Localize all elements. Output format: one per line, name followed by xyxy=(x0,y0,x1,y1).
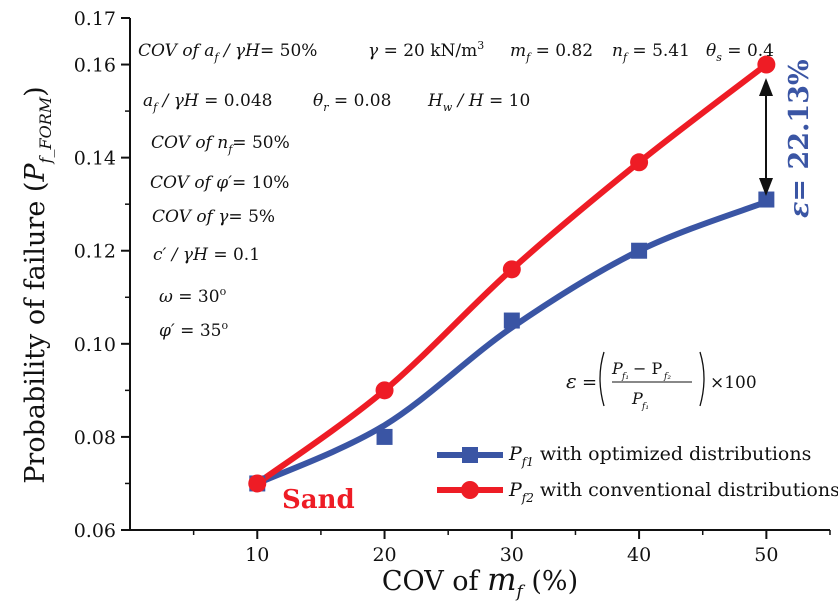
x-tick-label: 50 xyxy=(754,544,778,566)
param-theta-s: θs = 0.4 xyxy=(706,41,774,64)
epsilon-arrow xyxy=(759,78,773,196)
y-axis-ticks: 0.06 0.08 0.10 0.12 0.14 0.16 0.17 xyxy=(74,8,130,542)
data-point-pf2 xyxy=(248,474,267,493)
data-point-pf1 xyxy=(758,191,775,208)
y-tick-label: 0.17 xyxy=(74,8,116,30)
x-axis-title: COV of mf (%) xyxy=(382,562,578,602)
svg-text:P: P xyxy=(611,359,623,378)
plot-frame xyxy=(129,18,830,531)
y-tick-label: 0.12 xyxy=(74,241,116,263)
parameter-annotations: COV of af / γH= 50% γ = 20 kN/m3 mf = 0.… xyxy=(138,39,774,341)
epsilon-formula: ε = P f₁ − P f₂ P f₁ ×100 xyxy=(566,351,757,412)
y-axis-title: Probability of failure (Pf_FORM) xyxy=(20,86,55,483)
data-point-pf2 xyxy=(502,260,521,279)
data-point-pf2 xyxy=(757,55,776,74)
series-layer xyxy=(248,55,776,493)
param-gamma: γ = 20 kN/m3 xyxy=(368,39,484,61)
data-point-pf1 xyxy=(376,428,393,445)
y-tick-label: 0.16 xyxy=(74,55,116,77)
svg-text:×100: ×100 xyxy=(710,373,757,393)
svg-text:f₂: f₂ xyxy=(663,372,671,382)
x-tick-label: 20 xyxy=(372,544,396,566)
data-point-pf2 xyxy=(630,153,649,172)
legend: Pf1 with optimized distributions Pf2 wit… xyxy=(437,443,838,505)
param-nf: nf = 5.41 xyxy=(612,41,690,64)
param-cov-phi: COV of φ′= 10% xyxy=(150,173,289,193)
param-cov-nf: COV of nf= 50% xyxy=(151,133,290,156)
param-theta-r: θr = 0.08 xyxy=(313,91,391,114)
y-tick-label: 0.06 xyxy=(74,520,116,542)
svg-text:Pf1 with optimized distributio: Pf1 with optimized distributions xyxy=(508,443,811,469)
svg-text:=: = xyxy=(582,372,597,393)
svg-text:ε: ε xyxy=(566,369,577,393)
param-phi: φ′ = 35o xyxy=(159,319,228,341)
param-mf: mf = 0.82 xyxy=(510,41,593,64)
y-tick-label: 0.08 xyxy=(74,427,116,449)
param-c-prime: c′ / γH = 0.1 xyxy=(153,245,260,265)
x-tick-label: 30 xyxy=(500,544,524,566)
svg-text:f₁: f₁ xyxy=(621,372,629,382)
x-axis-ticks: 10 20 30 40 50 xyxy=(192,530,831,566)
svg-text:f₁: f₁ xyxy=(641,402,649,412)
series-line-1 xyxy=(254,198,770,487)
param-af: af / γH = 0.048 xyxy=(143,91,272,114)
legend-item-pf2: Pf2 with conventional distributions xyxy=(437,479,838,505)
svg-text:Pf2 with conventional distribu: Pf2 with conventional distributions xyxy=(508,479,838,505)
soil-label: Sand xyxy=(282,485,355,515)
x-tick-label: 40 xyxy=(627,544,651,566)
epsilon-label: ε= 22.13% xyxy=(784,59,815,218)
svg-text:− P: − P xyxy=(633,359,662,378)
x-tick-label: 10 xyxy=(245,544,269,566)
data-point-pf2 xyxy=(375,381,394,400)
svg-text:P: P xyxy=(631,389,643,408)
param-omega: ω = 30o xyxy=(159,285,227,307)
y-tick-label: 0.10 xyxy=(74,334,116,356)
y-tick-label: 0.14 xyxy=(74,148,116,170)
param-cov-af: COV of af / γH= 50% xyxy=(138,41,317,64)
param-hw: Hw / H = 10 xyxy=(427,91,530,114)
param-cov-gamma: COV of γ= 5% xyxy=(152,207,275,227)
data-point-pf1 xyxy=(503,312,520,329)
legend-item-pf1: Pf1 with optimized distributions xyxy=(437,443,811,469)
data-point-pf1 xyxy=(631,242,648,259)
